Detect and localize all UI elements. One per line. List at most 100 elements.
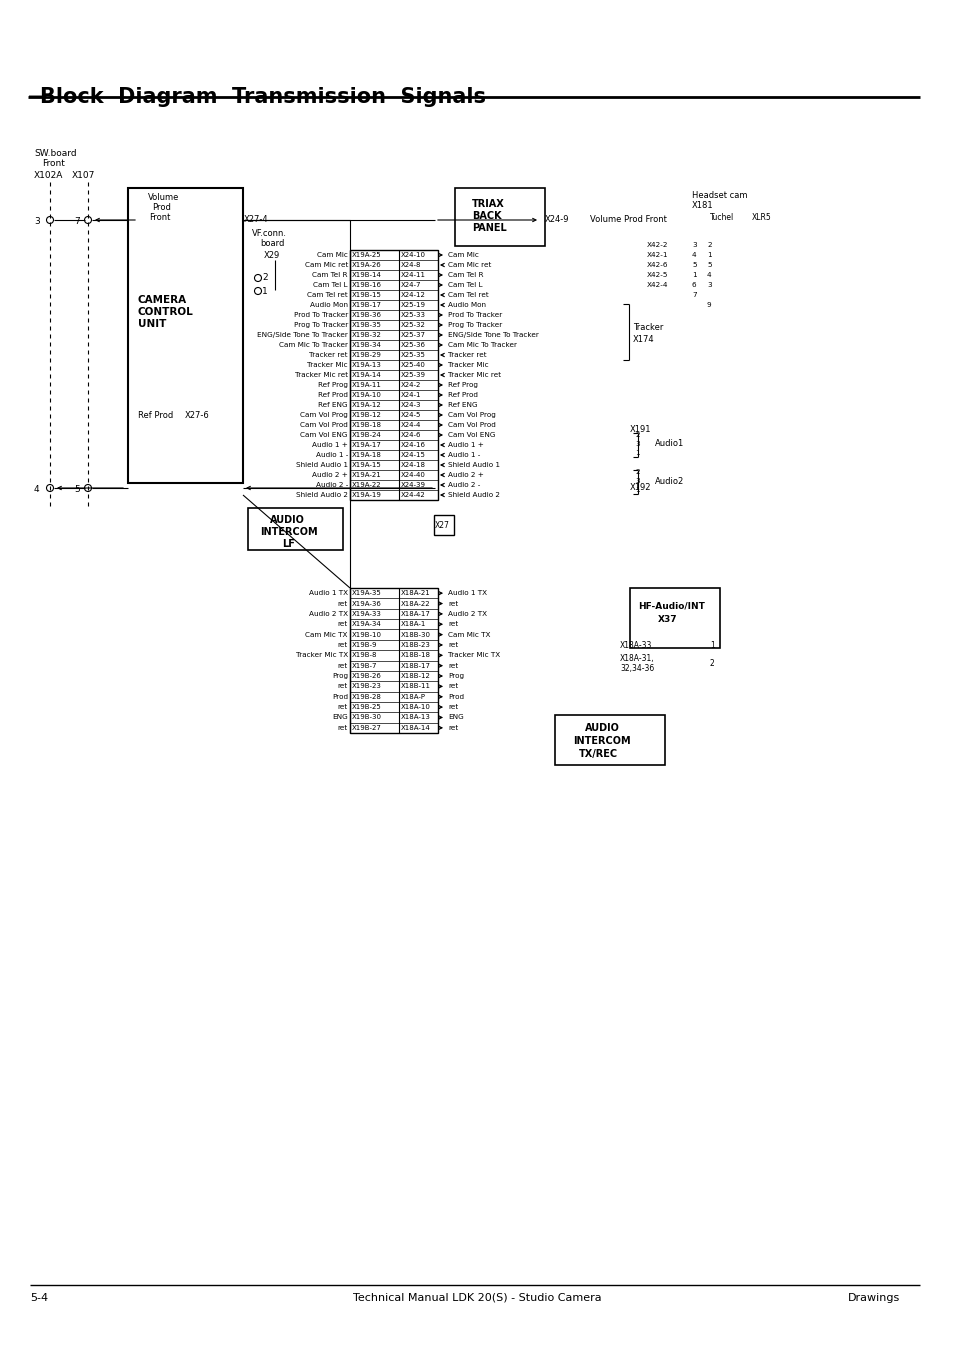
Text: X25-35: X25-35 — [400, 353, 425, 358]
Text: Cam Vol Prod: Cam Vol Prod — [300, 422, 348, 428]
Text: Prog To Tracker: Prog To Tracker — [294, 322, 348, 328]
Text: X18A-10: X18A-10 — [400, 704, 431, 711]
Text: ENG: ENG — [448, 715, 463, 720]
Text: X19B-17: X19B-17 — [352, 303, 381, 308]
Text: X19B-28: X19B-28 — [352, 694, 381, 700]
Text: 6: 6 — [691, 282, 696, 288]
Text: TRIAX: TRIAX — [472, 199, 504, 209]
Bar — [455, 188, 544, 246]
Text: X18B-18: X18B-18 — [400, 653, 431, 658]
Text: Cam Mic ret: Cam Mic ret — [304, 262, 348, 267]
Text: X19B-34: X19B-34 — [352, 342, 381, 349]
Text: X19B-26: X19B-26 — [352, 673, 381, 680]
Text: X24-11: X24-11 — [400, 272, 426, 278]
Text: X19A-22: X19A-22 — [352, 482, 381, 488]
Text: 5: 5 — [706, 262, 711, 267]
Text: INTERCOM: INTERCOM — [260, 527, 317, 536]
Text: Cam Tel R: Cam Tel R — [313, 272, 348, 278]
Text: XLR5: XLR5 — [751, 213, 771, 223]
Text: Tracker ret: Tracker ret — [448, 353, 486, 358]
Text: board: board — [260, 239, 284, 247]
Text: ret: ret — [448, 704, 457, 711]
Text: 2: 2 — [635, 469, 639, 476]
Text: Cam Vol ENG: Cam Vol ENG — [448, 432, 495, 438]
Bar — [434, 515, 454, 535]
Text: X24-2: X24-2 — [400, 382, 421, 388]
Text: Shield Audio 1: Shield Audio 1 — [295, 462, 348, 467]
Text: ret: ret — [337, 601, 348, 607]
Text: Prog: Prog — [332, 673, 348, 680]
Text: X27: X27 — [435, 521, 450, 531]
Text: Audio 1 TX: Audio 1 TX — [309, 590, 348, 596]
Text: AUDIO: AUDIO — [270, 515, 305, 526]
Text: 4: 4 — [706, 272, 711, 278]
Text: X19A-14: X19A-14 — [352, 372, 381, 378]
Text: 5: 5 — [74, 485, 80, 494]
Text: Audio 1 -: Audio 1 - — [448, 453, 480, 458]
Text: X18A-31,: X18A-31, — [619, 654, 654, 662]
Text: X18A-33: X18A-33 — [619, 642, 652, 650]
Text: HF-Audio/INT: HF-Audio/INT — [638, 601, 704, 611]
Text: Tuchel: Tuchel — [709, 213, 734, 223]
Text: X19B-16: X19B-16 — [352, 282, 381, 288]
Text: X18A-17: X18A-17 — [400, 611, 431, 617]
Text: X18A-13: X18A-13 — [400, 715, 431, 720]
Text: Cam Mic To Tracker: Cam Mic To Tracker — [448, 342, 517, 349]
Text: X24-10: X24-10 — [400, 253, 426, 258]
Text: 3: 3 — [691, 242, 696, 249]
Text: Ref Prod: Ref Prod — [448, 392, 477, 399]
Text: X24-18: X24-18 — [400, 462, 426, 467]
Text: 3: 3 — [635, 478, 639, 484]
Text: X191: X191 — [629, 426, 651, 435]
Text: X19B-18: X19B-18 — [352, 422, 381, 428]
Text: X24-40: X24-40 — [400, 471, 425, 478]
Text: Audio2: Audio2 — [655, 477, 683, 485]
Text: 7: 7 — [691, 292, 696, 299]
Text: X24-4: X24-4 — [400, 422, 421, 428]
Text: ret: ret — [337, 704, 348, 711]
Bar — [128, 188, 243, 484]
Bar — [350, 588, 437, 734]
Text: 32,34-36: 32,34-36 — [619, 663, 654, 673]
Text: X24-15: X24-15 — [400, 453, 425, 458]
Text: Cam Vol Prog: Cam Vol Prog — [448, 412, 496, 417]
Text: X25-40: X25-40 — [400, 362, 425, 367]
Text: X42-5: X42-5 — [646, 272, 668, 278]
Text: X19B-12: X19B-12 — [352, 412, 381, 417]
Text: X18B-23: X18B-23 — [400, 642, 431, 648]
Text: X19A-19: X19A-19 — [352, 492, 381, 499]
Text: X174: X174 — [633, 335, 654, 343]
Text: Technical Manual LDK 20(S) - Studio Camera: Technical Manual LDK 20(S) - Studio Came… — [353, 1293, 600, 1302]
Text: LF: LF — [282, 539, 294, 549]
Text: X18B-17: X18B-17 — [400, 663, 431, 669]
Text: X37: X37 — [658, 616, 677, 624]
Text: X25-39: X25-39 — [400, 372, 426, 378]
Text: X19B-27: X19B-27 — [352, 725, 381, 731]
Text: X19A-11: X19A-11 — [352, 382, 381, 388]
Text: X19B-7: X19B-7 — [352, 663, 377, 669]
Text: 3: 3 — [706, 282, 711, 288]
Text: Cam Vol Prog: Cam Vol Prog — [300, 412, 348, 417]
Text: Cam Tel L: Cam Tel L — [314, 282, 348, 288]
Text: X19B-29: X19B-29 — [352, 353, 381, 358]
Text: Tracker: Tracker — [633, 323, 662, 331]
Text: X19B-32: X19B-32 — [352, 332, 381, 338]
Text: Cam Mic: Cam Mic — [448, 253, 478, 258]
Text: X19B-36: X19B-36 — [352, 312, 381, 317]
Text: Audio 1 +: Audio 1 + — [312, 442, 348, 449]
Text: AUDIO: AUDIO — [584, 723, 619, 734]
Text: X19B-23: X19B-23 — [352, 684, 381, 689]
Text: 2: 2 — [635, 432, 639, 438]
Text: Tracker Mic TX: Tracker Mic TX — [448, 653, 499, 658]
Text: X19A-21: X19A-21 — [352, 471, 381, 478]
Text: BACK: BACK — [472, 211, 501, 222]
Text: Prog: Prog — [448, 673, 464, 680]
Text: X19B-9: X19B-9 — [352, 642, 377, 648]
Text: Ref ENG: Ref ENG — [318, 403, 348, 408]
Text: Drawings: Drawings — [847, 1293, 899, 1302]
Text: X24-16: X24-16 — [400, 442, 426, 449]
Text: Volume Prod Front: Volume Prod Front — [589, 216, 666, 224]
Text: Prod: Prod — [152, 203, 171, 212]
Text: 7: 7 — [74, 218, 80, 227]
Text: 3: 3 — [635, 440, 639, 447]
